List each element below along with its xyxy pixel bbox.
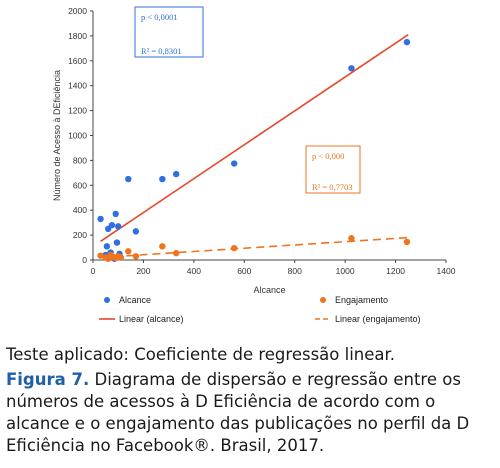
y-tick-label: 1400 — [68, 81, 87, 91]
x-tick-label: 400 — [187, 266, 201, 276]
data-point — [348, 235, 355, 242]
legend-marker — [104, 297, 110, 303]
y-tick-label: 1200 — [68, 106, 87, 116]
legend-marker — [320, 297, 326, 303]
annotation-text: p < 0,0001 — [141, 12, 178, 22]
data-point — [231, 160, 238, 167]
chart-legend: Alcance Engajamento Linear (alcance) Linear… — [99, 295, 421, 324]
stat-annotations: p < 0,0001 R² = 0,8301 p < 0,000 R² = 0,770… — [134, 6, 361, 194]
legend-label: Alcance — [119, 295, 151, 305]
figure-caption: Figura 7. Diagrama de dispersão e regres… — [6, 369, 496, 457]
data-point — [125, 175, 132, 183]
y-tick-label: 1000 — [68, 131, 87, 141]
figure-caption-text: Diagrama de dispersão e regressão entre … — [6, 370, 470, 455]
data-point — [97, 252, 104, 259]
x-tick-label: 0 — [91, 266, 96, 276]
test-note: Teste aplicado: Coeficiente de regressão… — [6, 345, 396, 364]
y-tick-label: 600 — [73, 180, 87, 190]
trendline — [100, 33, 409, 242]
x-tick-label: 1200 — [386, 266, 405, 276]
y-tick-label: 400 — [73, 205, 87, 215]
annotation-text: R² = 0,7703 — [312, 182, 353, 192]
data-point — [173, 170, 180, 178]
chart-axes: 0 200 400 600 800 1000 1200 1400 0 200 400 600 800 10… — [52, 6, 456, 295]
y-tick-label: 1600 — [68, 56, 87, 66]
scatter-regression-chart: 0 200 400 600 800 1000 1200 1400 0 200 400 600 800 10… — [52, 6, 456, 324]
data-point — [173, 249, 180, 257]
data-point — [348, 65, 355, 72]
data-point — [132, 228, 140, 235]
data-point — [125, 248, 132, 255]
annotation-box — [134, 6, 204, 58]
annotation-box — [305, 145, 361, 194]
data-point — [117, 254, 124, 261]
x-tick-label: 1000 — [336, 266, 355, 276]
legend-label: Linear (alcance) — [119, 314, 184, 324]
legend-label: Linear (engajamento) — [335, 314, 421, 324]
trendline — [100, 236, 409, 259]
data-point — [159, 175, 166, 183]
annotation-text: p < 0,000 — [312, 151, 344, 161]
x-tick-label: 1400 — [437, 266, 456, 276]
legend-label: Engajamento — [335, 295, 388, 305]
data-point — [103, 243, 111, 250]
data-point — [403, 238, 411, 246]
figure-label: Figura 7. — [6, 370, 90, 389]
data-point — [231, 244, 238, 252]
y-axis-label: Número de Acesso à DEficiência — [52, 70, 62, 201]
y-tick-label: 2000 — [68, 6, 87, 16]
data-point — [115, 223, 122, 230]
y-tick-label: 800 — [73, 155, 87, 165]
x-tick-label: 600 — [237, 266, 251, 276]
x-tick-label: 800 — [288, 266, 302, 276]
annotation-text: R² = 0,8301 — [141, 46, 182, 56]
y-tick-label: 1800 — [68, 31, 87, 41]
data-point — [159, 243, 166, 250]
y-tick-label: 200 — [73, 230, 87, 240]
data-point — [132, 253, 140, 260]
data-points — [97, 38, 411, 262]
data-point — [113, 239, 121, 246]
x-axis-label: Alcance — [253, 285, 285, 295]
x-tick-label: 200 — [136, 266, 150, 276]
data-point — [112, 210, 119, 218]
trendlines — [100, 33, 409, 259]
data-point — [108, 221, 116, 229]
data-point — [403, 38, 411, 46]
data-point — [97, 215, 104, 223]
y-tick-label: 0 — [82, 255, 87, 265]
